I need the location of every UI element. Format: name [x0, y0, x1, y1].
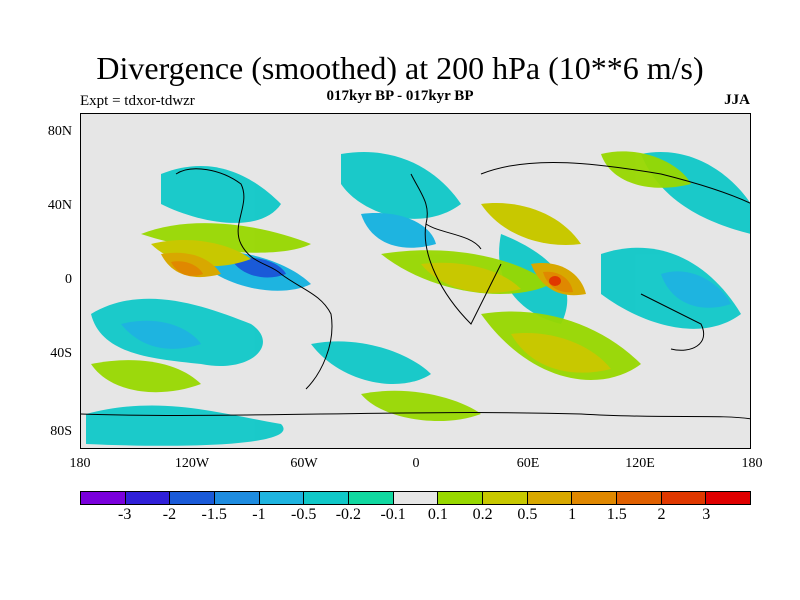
experiment-label: Expt = tdxor-tdwzr	[80, 93, 195, 109]
colorbar-label: -0.5	[290, 506, 317, 523]
season-label: JJA	[724, 92, 750, 108]
colorbar-swatch	[81, 492, 126, 504]
colorbar	[80, 491, 751, 505]
colorbar-swatch	[259, 492, 305, 504]
colorbar-label: -2	[162, 506, 177, 523]
colorbar-swatch	[527, 492, 573, 504]
colorbar-swatch	[304, 492, 350, 504]
colorbar-label: -1.5	[201, 506, 227, 523]
lon-label-60w: 60W	[290, 456, 318, 471]
colorbar-swatch	[349, 492, 394, 504]
colorbar-label: 0.5	[517, 506, 538, 523]
divergence-map	[80, 113, 751, 449]
colorbar-label: -3	[118, 506, 132, 523]
lat-label-40s: 40S	[50, 346, 72, 361]
lon-label-180e: 180	[741, 456, 763, 471]
chart-title: Divergence (smoothed) at 200 hPa (10**6 …	[96, 50, 704, 86]
colorbar-label: 3	[702, 506, 711, 523]
lat-label-40n: 40N	[47, 198, 72, 213]
colorbar-swatch	[215, 492, 260, 504]
lon-label-60e: 60E	[516, 456, 540, 471]
colorbar-swatch	[661, 492, 707, 504]
lon-label-120e: 120E	[625, 456, 655, 471]
colorbar-label: 2	[657, 506, 666, 523]
colorbar-label: 0.2	[472, 506, 493, 523]
colorbar-label: 0.1	[427, 506, 448, 523]
lat-label-0: 0	[65, 272, 72, 287]
colorbar-swatch	[617, 492, 662, 504]
lon-label-120w: 120W	[174, 456, 210, 471]
lon-label-0: 0	[412, 456, 420, 471]
chart-subtitle: 017kyr BP - 017kyr BP	[326, 88, 474, 104]
lat-label-80s: 80S	[50, 424, 72, 439]
lat-label-80n: 80N	[47, 124, 72, 139]
colorbar-label: -0.2	[335, 506, 362, 523]
colorbar-label: -1	[252, 506, 266, 523]
colorbar-label: -0.1	[380, 506, 406, 523]
map-field	[81, 151, 750, 446]
colorbar-swatch	[483, 492, 528, 504]
colorbar-swatch	[438, 492, 484, 504]
lon-label-180w: 180	[69, 456, 91, 471]
colorbar-swatch	[572, 492, 618, 504]
colorbar-swatch	[393, 492, 439, 504]
colorbar-swatch	[706, 492, 751, 504]
colorbar-label: 1	[568, 506, 577, 523]
colorbar-swatch	[170, 492, 216, 504]
colorbar-swatch	[125, 492, 171, 504]
colorbar-label: 1.5	[606, 506, 627, 523]
